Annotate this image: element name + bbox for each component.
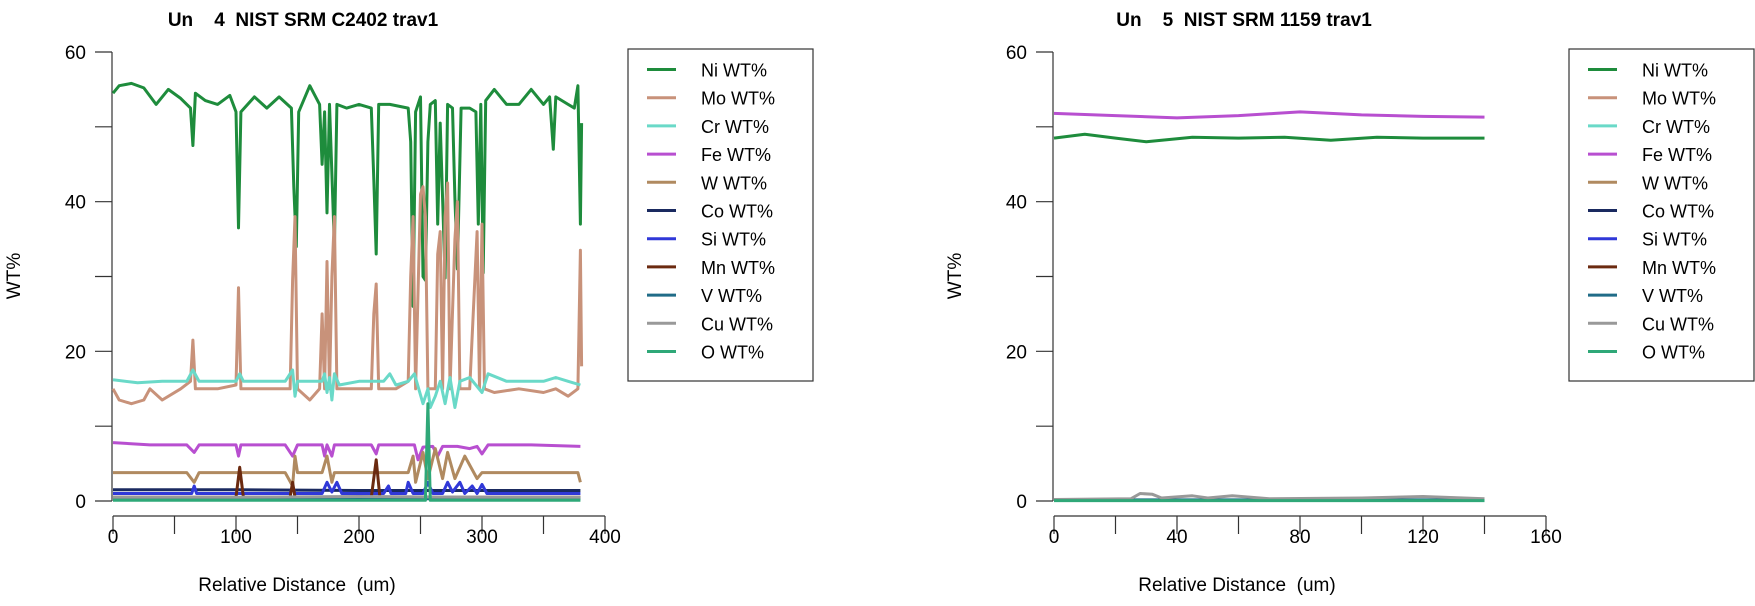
series-line-mo bbox=[111, 181, 584, 406]
y-axis-label: WT% bbox=[945, 253, 966, 300]
series-line-ni bbox=[111, 81, 584, 308]
series-line-cu bbox=[1053, 492, 1485, 501]
legend-item: Ni WT% bbox=[647, 61, 767, 81]
legend-label: Mn WT% bbox=[701, 258, 775, 278]
legend-item: Ni WT% bbox=[1588, 61, 1708, 81]
legend-item: Mn WT% bbox=[1588, 258, 1716, 278]
chart-panel-right: Un 5 NIST SRM 1159 trav1 Relative Distan… bbox=[945, 10, 1755, 596]
series-line-w bbox=[113, 447, 582, 488]
legend-item: V WT% bbox=[647, 286, 762, 306]
legend-label: Cu WT% bbox=[701, 314, 773, 334]
y-tick-label: 60 bbox=[65, 43, 86, 64]
legend-label: Mn WT% bbox=[1642, 258, 1716, 278]
y-tick-label: 0 bbox=[75, 492, 86, 513]
legend-label: V WT% bbox=[1642, 286, 1703, 306]
x-tick-label: 400 bbox=[589, 527, 621, 548]
legend-item: Fe WT% bbox=[1588, 145, 1712, 165]
legend-label: Ni WT% bbox=[701, 61, 767, 81]
y-tick-label: 40 bbox=[65, 193, 86, 214]
series-line-ni bbox=[1053, 132, 1485, 144]
x-tick-label: 0 bbox=[108, 527, 119, 548]
legend-item: Fe WT% bbox=[647, 145, 771, 165]
legend-label: Cu WT% bbox=[1642, 314, 1714, 334]
legend-item: W WT% bbox=[647, 173, 767, 193]
legend-label: Fe WT% bbox=[1642, 145, 1712, 165]
x-tick-label: 200 bbox=[343, 527, 375, 548]
legend-item: Si WT% bbox=[1588, 230, 1707, 250]
legend-item: O WT% bbox=[1588, 343, 1705, 363]
legend-item: Cu WT% bbox=[647, 314, 773, 334]
legend-item: Mn WT% bbox=[647, 258, 775, 278]
chart-title: Un 4 NIST SRM C2402 trav1 bbox=[168, 10, 439, 31]
x-tick-label: 160 bbox=[1530, 527, 1562, 548]
x-tick-label: 100 bbox=[220, 527, 252, 548]
legend-label: Cr WT% bbox=[701, 117, 769, 137]
legend-label: Mo WT% bbox=[1642, 89, 1716, 109]
series-line-mn bbox=[113, 458, 581, 499]
legend-label: W WT% bbox=[701, 173, 767, 193]
y-tick-label: 60 bbox=[1006, 43, 1027, 64]
legend-label: W WT% bbox=[1642, 173, 1708, 193]
x-tick-label: 120 bbox=[1407, 527, 1439, 548]
legend-label: O WT% bbox=[1642, 343, 1705, 363]
legend-item: Cu WT% bbox=[1588, 314, 1714, 334]
legend: Ni WT% Mo WT% Cr WT% Fe WT% W WT% Co WT% Si W… bbox=[1568, 48, 1755, 382]
x-tick-label: 0 bbox=[1049, 527, 1060, 548]
legend: Ni WT% Mo WT% Cr WT% Fe WT% W WT% Co WT% Si W… bbox=[627, 48, 814, 382]
x-axis-label: Relative Distance (um) bbox=[198, 575, 395, 596]
legend-item: Co WT% bbox=[1588, 202, 1714, 222]
legend-label: Ni WT% bbox=[1642, 61, 1708, 81]
series-line-o bbox=[113, 402, 581, 502]
y-tick-label: 20 bbox=[65, 342, 86, 363]
legend-label: Mo WT% bbox=[701, 89, 775, 109]
legend-item: V WT% bbox=[1588, 286, 1703, 306]
x-tick-label: 40 bbox=[1166, 527, 1187, 548]
x-tick-label: 80 bbox=[1289, 527, 1310, 548]
x-tick-label: 300 bbox=[466, 527, 498, 548]
legend-label: Co WT% bbox=[701, 202, 773, 222]
legend-label: V WT% bbox=[701, 286, 762, 306]
series-line-fe bbox=[112, 441, 581, 462]
legend-item: Mo WT% bbox=[1588, 89, 1716, 109]
y-tick-label: 0 bbox=[1016, 492, 1027, 513]
y-axis-label: WT% bbox=[4, 253, 25, 300]
series-line-co bbox=[113, 488, 581, 492]
y-tick-label: 40 bbox=[1006, 193, 1027, 214]
legend-item: Co WT% bbox=[647, 202, 773, 222]
legend-label: Si WT% bbox=[701, 230, 766, 250]
series-line-fe bbox=[1053, 110, 1485, 120]
series-line-cr bbox=[112, 368, 581, 409]
x-axis-label: Relative Distance (um) bbox=[1138, 575, 1335, 596]
legend-item: Mo WT% bbox=[647, 89, 775, 109]
chart-title: Un 5 NIST SRM 1159 trav1 bbox=[1116, 10, 1372, 31]
legend-box bbox=[1568, 48, 1755, 382]
y-tick-label: 20 bbox=[1006, 342, 1027, 363]
legend-label: Co WT% bbox=[1642, 202, 1714, 222]
legend-label: O WT% bbox=[701, 343, 764, 363]
legend-item: Cr WT% bbox=[1588, 117, 1710, 137]
legend-label: Si WT% bbox=[1642, 230, 1707, 250]
legend-item: W WT% bbox=[1588, 173, 1708, 193]
legend-item: O WT% bbox=[647, 343, 764, 363]
legend-item: Cr WT% bbox=[647, 117, 769, 137]
legend-item: Si WT% bbox=[647, 230, 766, 250]
series-line-cu bbox=[113, 495, 581, 499]
legend-box bbox=[627, 48, 814, 382]
legend-label: Fe WT% bbox=[701, 145, 771, 165]
chart-panel-left: Un 4 NIST SRM C2402 trav1 Relative Dista… bbox=[4, 10, 814, 596]
legend-label: Cr WT% bbox=[1642, 117, 1710, 137]
